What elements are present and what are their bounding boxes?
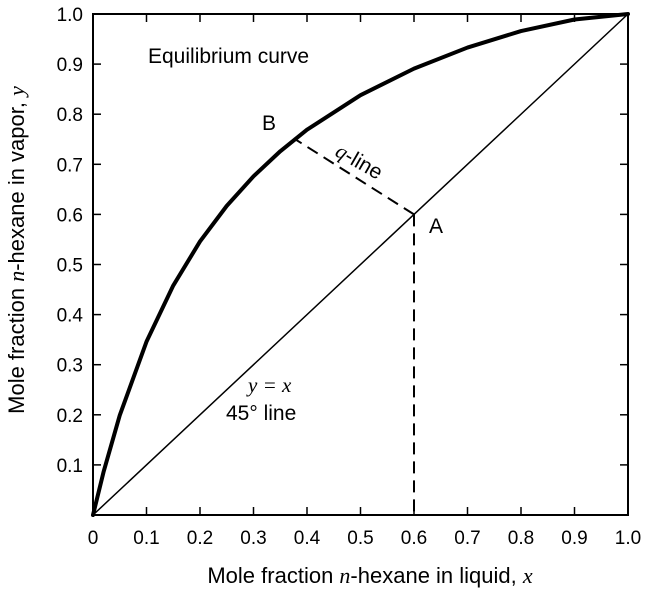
y-tick-label: 1.0 (57, 5, 83, 26)
plot-frame (92, 13, 629, 516)
y-tick-label: 0.2 (57, 406, 83, 427)
y-tick-label: 0.1 (57, 456, 83, 477)
y-tick-label: 0.8 (57, 105, 83, 126)
y-tick-labels: 0.1 0.2 0.3 0.4 0.5 0.6 0.7 0.8 0.9 1.0 (57, 5, 84, 477)
y-tick-label: 0.9 (57, 55, 83, 76)
y-tick-label: 0.3 (57, 356, 83, 377)
y-equals-x-label: y = x (246, 373, 292, 397)
diagonal-45-line (92, 13, 629, 516)
x-tick-labels: 0 0.1 0.2 0.3 0.4 0.5 0.6 0.7 0.8 0.9 1.0 (88, 528, 642, 549)
x-tick-label: 0.7 (454, 528, 480, 549)
x-axis-title: Mole fraction n-hexane in liquid, x (207, 563, 533, 588)
x-tick-label: 0.5 (347, 528, 373, 549)
x-tick-label: 1.0 (615, 528, 641, 549)
equilibrium-curve (91, 12, 630, 517)
x-tick-label: 0.4 (294, 528, 321, 549)
x-tick-label: 0.3 (240, 528, 266, 549)
y-tick-label: 0.4 (57, 306, 84, 327)
equilibrium-curve-label: Equilibrium curve (148, 45, 309, 68)
x-tick-label: 0.9 (561, 528, 587, 549)
y-tick-label: 0.6 (57, 205, 83, 226)
x-tick-label: 0.6 (401, 528, 427, 549)
y-tick-label: 0.7 (57, 155, 83, 176)
x-tick-label: 0.8 (508, 528, 534, 549)
point-b-label: B (262, 112, 276, 135)
x-tick-label: 0.1 (133, 528, 159, 549)
45-degree-line-label: 45° line (226, 402, 296, 425)
q-line (293, 137, 415, 216)
point-a-label: A (429, 215, 443, 238)
x-tick-label: 0 (88, 528, 99, 549)
q-line-label: q-line (332, 139, 387, 185)
x-tick-label: 0.2 (187, 528, 213, 549)
series-layer (91, 12, 630, 517)
y-axis-title: Mole fraction n-hexane in vapor, y (4, 86, 29, 414)
y-tick-label: 0.5 (57, 256, 83, 277)
